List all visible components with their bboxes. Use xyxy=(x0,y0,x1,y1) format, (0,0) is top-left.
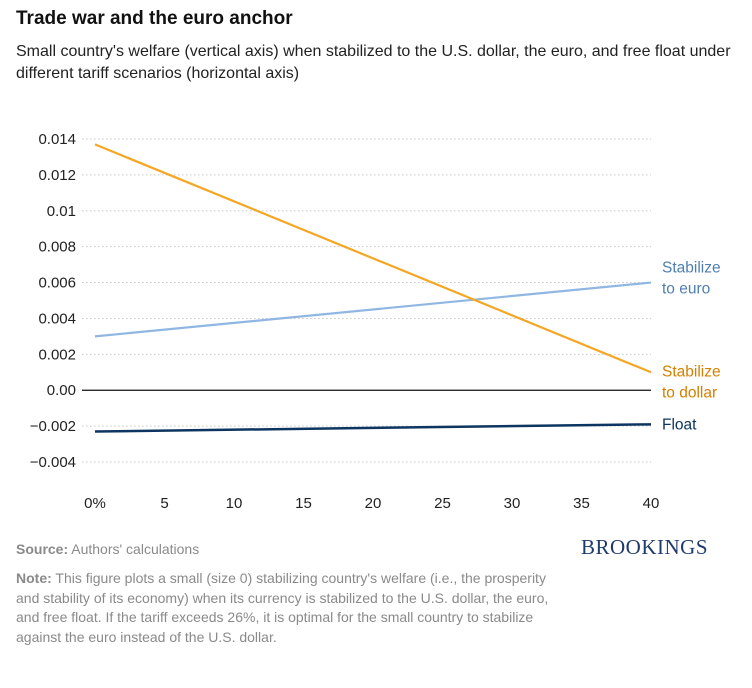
stabilize-to-euro-label: to euro xyxy=(662,281,710,298)
figure-note: Note: This figure plots a small (size 0)… xyxy=(16,569,556,647)
brookings-logo: BROOKINGS xyxy=(581,535,709,559)
y-tick-label: 0.014 xyxy=(38,131,76,148)
y-axis: 0.014 0.012 0.01 0.008 0.006 0.004 0.002 0.00 −0… xyxy=(30,131,76,471)
x-tick-label: 15 xyxy=(295,495,312,512)
y-tick-label: 0.004 xyxy=(38,310,76,327)
source-text: Authors' calculations xyxy=(68,541,200,557)
series-lines xyxy=(94,143,652,433)
source-label: Source: xyxy=(16,541,69,557)
y-tick-label: 0.00 xyxy=(47,382,76,399)
y-tick-label: 0.012 xyxy=(38,167,76,184)
float-line xyxy=(94,423,652,433)
stabilize-to-dollar-label: Stabilize xyxy=(662,363,721,380)
series-labels: Stabilize to euro Stabilize to dollar Float xyxy=(662,260,721,434)
source-note: Source: Authors' calculations xyxy=(16,541,199,557)
stabilize-to-dollar-line xyxy=(94,143,652,374)
x-tick-label: 5 xyxy=(160,495,168,512)
x-axis: 0% 5 10 15 20 25 30 35 40 xyxy=(84,495,659,512)
x-tick-label: 35 xyxy=(573,495,590,512)
y-tick-label: −0.002 xyxy=(30,418,76,435)
y-tick-label: −0.004 xyxy=(30,454,76,471)
chart-subtitle: Small country's welfare (vertical axis) … xyxy=(16,43,731,82)
note-text: This figure plots a small (size 0) stabi… xyxy=(16,570,549,645)
x-tick-label: 30 xyxy=(504,495,521,512)
x-tick-label: 0% xyxy=(84,495,106,512)
stabilize-to-dollar-label: to dollar xyxy=(662,384,717,401)
stabilize-to-euro-label: Stabilize xyxy=(662,260,721,277)
y-tick-label: 0.002 xyxy=(38,346,76,363)
float-label: Float xyxy=(662,416,697,433)
y-tick-label: 0.008 xyxy=(38,239,76,256)
grid-lines xyxy=(82,138,651,463)
stabilize-to-euro-line xyxy=(94,281,652,338)
y-tick-label: 0.006 xyxy=(38,275,76,292)
chart-title: Trade war and the euro anchor xyxy=(16,8,293,29)
line-chart: 0.014 0.012 0.01 0.008 0.006 0.004 0.002 0.00 −0… xyxy=(30,131,721,512)
note-label: Note: xyxy=(16,570,52,586)
x-tick-label: 40 xyxy=(643,495,660,512)
x-tick-label: 10 xyxy=(226,495,243,512)
x-tick-label: 20 xyxy=(365,495,382,512)
y-tick-label: 0.01 xyxy=(47,203,76,220)
x-tick-label: 25 xyxy=(434,495,451,512)
